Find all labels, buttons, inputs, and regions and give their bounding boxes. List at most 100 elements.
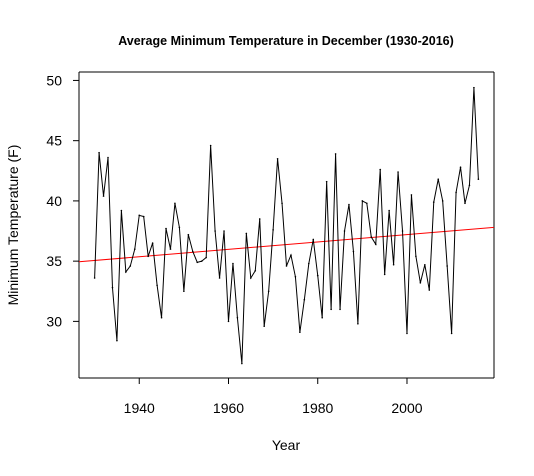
- data-point: [450, 332, 453, 335]
- data-point: [428, 289, 431, 291]
- y-axis: 30 35 40 45 50: [46, 72, 80, 329]
- data-point: [424, 263, 426, 266]
- data-point: [473, 86, 475, 89]
- data-point: [406, 332, 408, 335]
- data-point: [299, 331, 301, 334]
- data-point: [415, 255, 417, 258]
- data-point: [160, 316, 163, 319]
- y-axis-label: Minimum Temperature (F): [5, 145, 21, 306]
- data-point: [352, 250, 355, 253]
- data-point: [227, 320, 230, 323]
- y-tick-label: 50: [46, 72, 62, 88]
- plot-area: [78, 71, 495, 379]
- data-points: [93, 86, 480, 365]
- data-point: [401, 230, 404, 232]
- data-point: [294, 276, 297, 278]
- x-axis: 1940 1960 1980 2000: [124, 377, 423, 416]
- data-point: [205, 256, 207, 259]
- x-axis-label: Year: [272, 437, 301, 453]
- data-point: [133, 248, 136, 250]
- data-point: [187, 233, 190, 236]
- data-point: [174, 202, 176, 205]
- data-point: [464, 202, 466, 205]
- data-point: [267, 290, 270, 293]
- x-tick-label: 1960: [213, 400, 244, 416]
- data-point: [151, 242, 154, 244]
- y-tick-label: 30: [46, 313, 62, 329]
- data-point: [379, 168, 382, 171]
- data-point: [281, 202, 283, 205]
- data-point: [330, 308, 332, 311]
- data-point: [165, 227, 167, 230]
- data-point: [250, 277, 252, 279]
- data-point: [214, 230, 216, 232]
- data-point: [432, 201, 435, 203]
- data-point: [111, 286, 114, 289]
- data-point: [343, 230, 346, 232]
- data-point: [312, 238, 315, 241]
- y-tick-label: 35: [46, 253, 62, 269]
- data-point: [321, 316, 324, 319]
- data-point: [263, 325, 265, 328]
- data-point: [129, 265, 132, 267]
- data-point: [348, 203, 350, 206]
- data-point: [276, 157, 279, 160]
- data-point: [178, 226, 181, 229]
- data-point: [437, 178, 440, 181]
- data-point: [191, 250, 194, 253]
- data-point: [254, 269, 257, 272]
- data-point: [218, 277, 221, 279]
- data-point: [366, 202, 368, 205]
- data-point: [98, 151, 100, 154]
- x-tick-label: 2000: [391, 400, 422, 416]
- data-point: [357, 322, 359, 325]
- data-point: [209, 144, 212, 147]
- data-point: [156, 284, 158, 287]
- data-point: [272, 229, 274, 231]
- data-point: [200, 260, 203, 262]
- data-point: [325, 180, 328, 183]
- data-point: [138, 214, 141, 217]
- data-point: [93, 277, 96, 279]
- data-point: [397, 171, 399, 173]
- data-point: [258, 218, 261, 220]
- data-point: [107, 156, 109, 159]
- data-point: [196, 261, 199, 264]
- data-point: [374, 243, 377, 246]
- temperature-series-line: [94, 87, 479, 364]
- data-point: [223, 230, 225, 232]
- data-point: [120, 209, 123, 212]
- data-point: [455, 191, 457, 194]
- data-point: [116, 339, 118, 342]
- data-point: [142, 215, 145, 218]
- data-point: [308, 262, 310, 265]
- data-point: [290, 254, 292, 256]
- data-point: [232, 262, 234, 265]
- data-point: [169, 248, 172, 250]
- data-point: [370, 236, 373, 238]
- data-point: [316, 274, 319, 277]
- data-point: [245, 232, 248, 235]
- data-point: [441, 200, 444, 202]
- y-tick-label: 40: [46, 193, 62, 209]
- data-point: [388, 209, 390, 212]
- data-point: [468, 184, 471, 187]
- data-point: [383, 273, 386, 276]
- data-point: [285, 265, 288, 267]
- data-point: [334, 153, 337, 155]
- data-point: [147, 255, 149, 258]
- data-point: [446, 265, 448, 267]
- data-point: [125, 271, 127, 273]
- data-point: [361, 200, 364, 202]
- x-tick-label: 1980: [302, 400, 333, 416]
- data-point: [459, 166, 462, 168]
- data-point: [303, 298, 306, 301]
- data-point: [339, 308, 341, 311]
- data-point: [392, 263, 395, 266]
- data-point: [183, 290, 185, 293]
- x-tick-label: 1940: [124, 400, 155, 416]
- data-point: [102, 195, 105, 197]
- data-point: [410, 194, 413, 196]
- y-tick-label: 45: [46, 133, 62, 149]
